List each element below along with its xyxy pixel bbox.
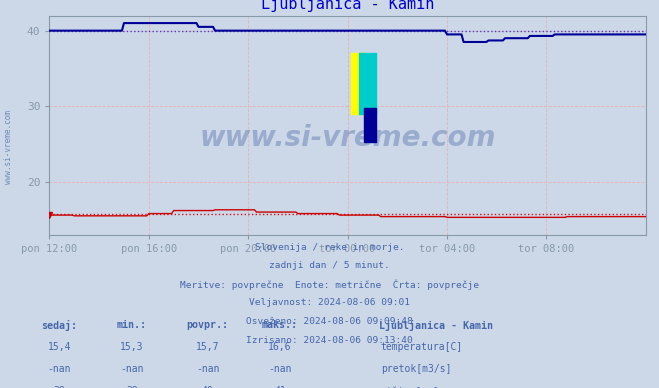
Text: 15,7: 15,7	[196, 342, 219, 352]
Text: -nan: -nan	[47, 364, 71, 374]
Text: www.si-vreme.com: www.si-vreme.com	[4, 111, 13, 184]
Text: Slovenija / reke in morje.: Slovenija / reke in morje.	[255, 242, 404, 251]
Text: zadnji dan / 5 minut.: zadnji dan / 5 minut.	[269, 261, 390, 270]
Text: 39: 39	[53, 386, 65, 388]
Text: temperatura[C]: temperatura[C]	[381, 342, 463, 352]
Text: pretok[m3/s]: pretok[m3/s]	[381, 364, 451, 374]
Text: sedaj:: sedaj:	[42, 320, 77, 331]
Text: -nan: -nan	[268, 364, 292, 374]
Text: Izrisano: 2024-08-06 09:13:40: Izrisano: 2024-08-06 09:13:40	[246, 336, 413, 345]
Text: 41: 41	[274, 386, 286, 388]
Text: Veljavnost: 2024-08-06 09:01: Veljavnost: 2024-08-06 09:01	[249, 298, 410, 307]
Text: Ljubljanica - Kamin: Ljubljanica - Kamin	[379, 320, 493, 331]
Text: višina[cm]: višina[cm]	[381, 386, 440, 388]
Text: -nan: -nan	[196, 364, 219, 374]
Text: 15,3: 15,3	[120, 342, 144, 352]
Text: 39: 39	[126, 386, 138, 388]
Bar	[359, 53, 376, 114]
Text: Meritve: povprečne  Enote: metrične  Črta: povprečje: Meritve: povprečne Enote: metrične Črta:…	[180, 280, 479, 290]
Text: min.:: min.:	[117, 320, 147, 330]
Text: www.si-vreme.com: www.si-vreme.com	[200, 124, 496, 152]
Title: Ljubljanica - Kamin: Ljubljanica - Kamin	[261, 0, 434, 12]
Bar	[364, 108, 376, 142]
Text: 16,6: 16,6	[268, 342, 292, 352]
Text: Osveženo: 2024-08-06 09:09:48: Osveženo: 2024-08-06 09:09:48	[246, 317, 413, 326]
Text: maks.:: maks.:	[262, 320, 298, 330]
Text: -nan: -nan	[120, 364, 144, 374]
Text: 15,4: 15,4	[47, 342, 71, 352]
Bar	[351, 53, 367, 114]
Text: 40: 40	[202, 386, 214, 388]
Text: povpr.:: povpr.:	[186, 320, 229, 330]
